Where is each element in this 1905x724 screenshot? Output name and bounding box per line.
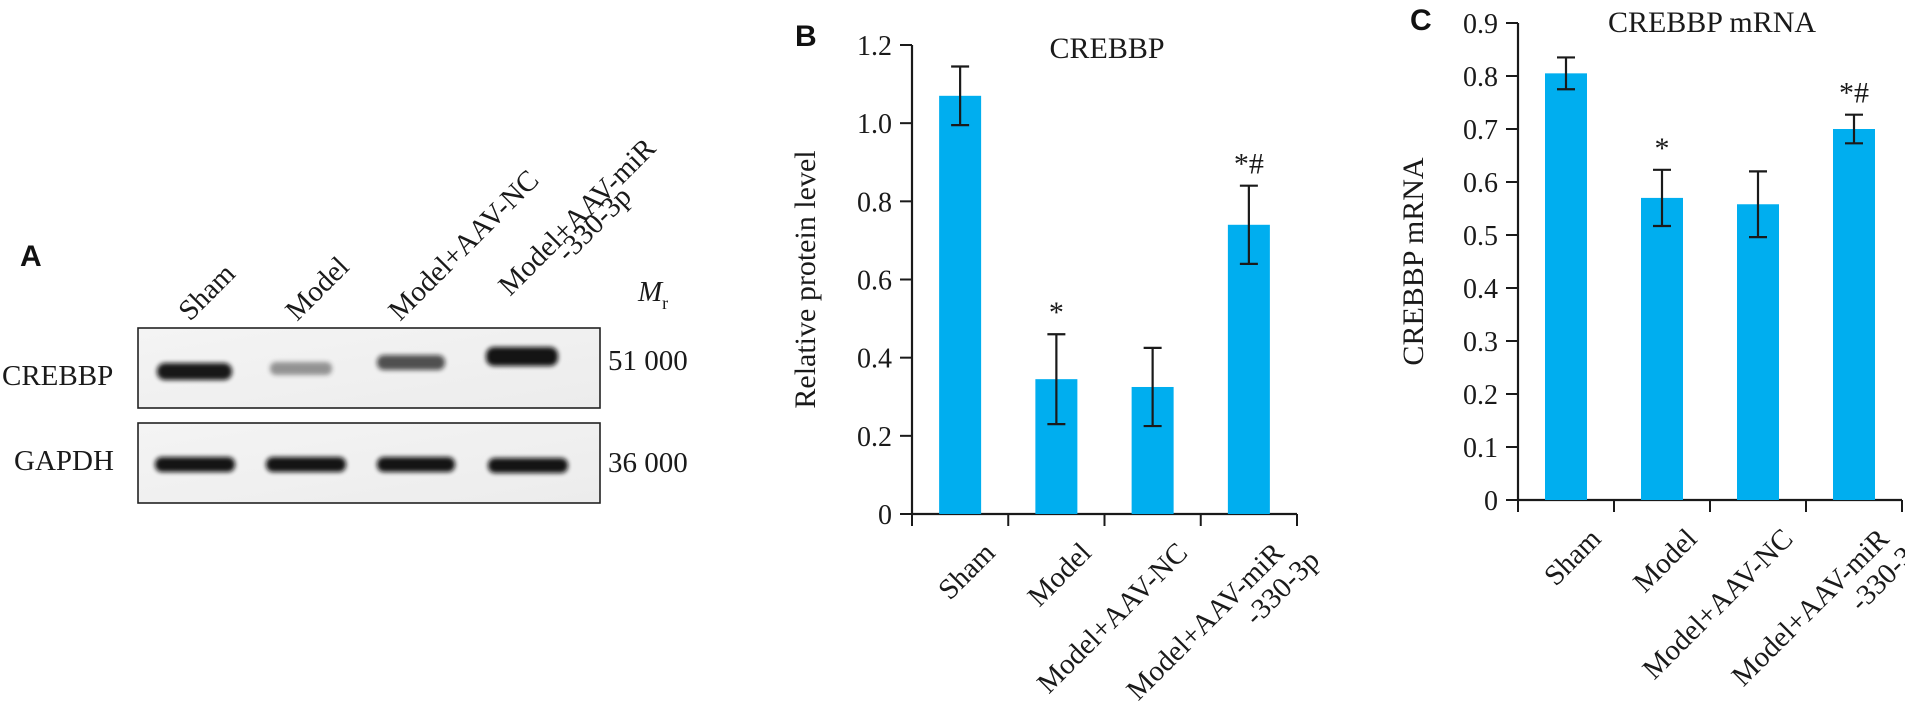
chart-b-chart-title: CREBBP xyxy=(1049,32,1164,65)
band-crebbp-model-aav-nc xyxy=(377,355,445,370)
chart-c-y-tick-label: 0.5 xyxy=(1463,221,1498,252)
panel-b-letter: B xyxy=(795,20,817,53)
chart-b-bar xyxy=(939,95,982,514)
chart-c-bar xyxy=(1833,129,1875,500)
chart-c-y-tick-label: 0.1 xyxy=(1463,433,1498,464)
panel-a-letter: A xyxy=(20,240,42,273)
chart-b-y-tick-label: 1.0 xyxy=(857,109,892,140)
lane-label-model-aav-nc: Model+AAV-NC xyxy=(382,164,545,327)
chart-b-y-tick-label: 0.2 xyxy=(857,422,892,453)
chart-c-y-tick-label: 0.2 xyxy=(1463,380,1498,411)
band-crebbp-sham xyxy=(157,363,232,380)
band-gapdh-sham xyxy=(155,457,235,472)
chart-b-y-axis-title: Relative protein level xyxy=(789,150,822,408)
blot-mass-crebbp: 51 000 xyxy=(608,345,688,377)
blot-row-label-gapdh: GAPDH xyxy=(14,445,114,477)
chart-b-bar xyxy=(1227,224,1270,515)
blot-mass-gapdh: 36 000 xyxy=(608,447,688,479)
chart-b-y-tick-label: 0.4 xyxy=(857,344,892,375)
band-gapdh-model-aav-mir xyxy=(488,458,568,473)
chart-c-mrna-level: 0 0.1 0.2 0.3 0.4 0.5 0.6 0.7 0.8 0.9 Sham * Model Mo… xyxy=(1397,6,1905,714)
band-gapdh-model-aav-nc xyxy=(377,457,455,472)
chart-c-bar xyxy=(1641,197,1683,500)
chart-b-category-label: Sham xyxy=(932,536,1002,606)
band-crebbp-model xyxy=(270,362,332,375)
chart-b-y-tick-label: 0.6 xyxy=(857,266,892,297)
chart-c-category-label: Model+AAV-miR-330-3p xyxy=(1726,509,1905,714)
chart-c-chart-title: CREBBP mRNA xyxy=(1608,6,1816,39)
chart-c-category-label-line: Sham xyxy=(1538,522,1608,592)
blot-bands-crebbp xyxy=(157,347,558,380)
chart-c-significance-label: *# xyxy=(1839,77,1869,110)
chart-c-y-tick-label: 0.8 xyxy=(1463,62,1498,93)
chart-b-significance-label: *# xyxy=(1234,148,1264,181)
chart-b-category-label: Model xyxy=(1022,537,1098,613)
chart-c-y-tick-label: 0.7 xyxy=(1463,115,1498,146)
blot-row-label-crebbp: CREBBP xyxy=(2,360,113,392)
chart-c-category-label-line: Model xyxy=(1627,523,1703,599)
blot-bands-gapdh xyxy=(155,457,568,473)
chart-b-category-label-line: Model xyxy=(1022,537,1098,613)
chart-b-y-tick-label: 0 xyxy=(878,500,892,531)
band-gapdh-model xyxy=(266,457,346,472)
mr-header: Mr xyxy=(637,276,668,313)
chart-c-y-tick-label: 0.3 xyxy=(1463,327,1498,358)
chart-c-bar xyxy=(1545,73,1587,500)
chart-c-y-tick-label: 0 xyxy=(1484,486,1498,517)
chart-c-category-label: Model xyxy=(1627,523,1703,599)
lane-label-sham: Sham xyxy=(172,257,242,327)
panel-a-western-blot: A Sham Model Model+AAV-NC Model+AAV-miR … xyxy=(2,132,688,504)
chart-c-bar xyxy=(1737,204,1779,500)
band-crebbp-model-aav-mir xyxy=(486,347,558,366)
chart-b-category-label-line: Sham xyxy=(932,536,1002,606)
chart-b-y-tick-label: 1.2 xyxy=(857,31,892,62)
lane-label-model: Model xyxy=(279,251,355,327)
chart-b-category-label: Model+AAV-miR-330-3p xyxy=(1120,523,1325,724)
panel-c-letter: C xyxy=(1410,4,1432,37)
chart-b-protein-level: 00.20.40.60.81.01.2Sham*ModelModel+AAV-N… xyxy=(789,31,1326,724)
mr-symbol: M xyxy=(637,276,664,308)
chart-c-y-tick-label: 0.4 xyxy=(1463,274,1498,305)
chart-c-y-tick-label: 0.6 xyxy=(1463,168,1498,199)
chart-c-y-axis-title: CREBBP mRNA xyxy=(1397,157,1430,365)
chart-c-y-tick-label: 0.9 xyxy=(1463,9,1498,40)
chart-c-significance-label: * xyxy=(1655,132,1670,165)
chart-b-y-tick-label: 0.8 xyxy=(857,187,892,218)
chart-c-category-label: Sham xyxy=(1538,522,1608,592)
chart-b-significance-label: * xyxy=(1049,296,1064,329)
mr-subscript: r xyxy=(662,293,668,313)
